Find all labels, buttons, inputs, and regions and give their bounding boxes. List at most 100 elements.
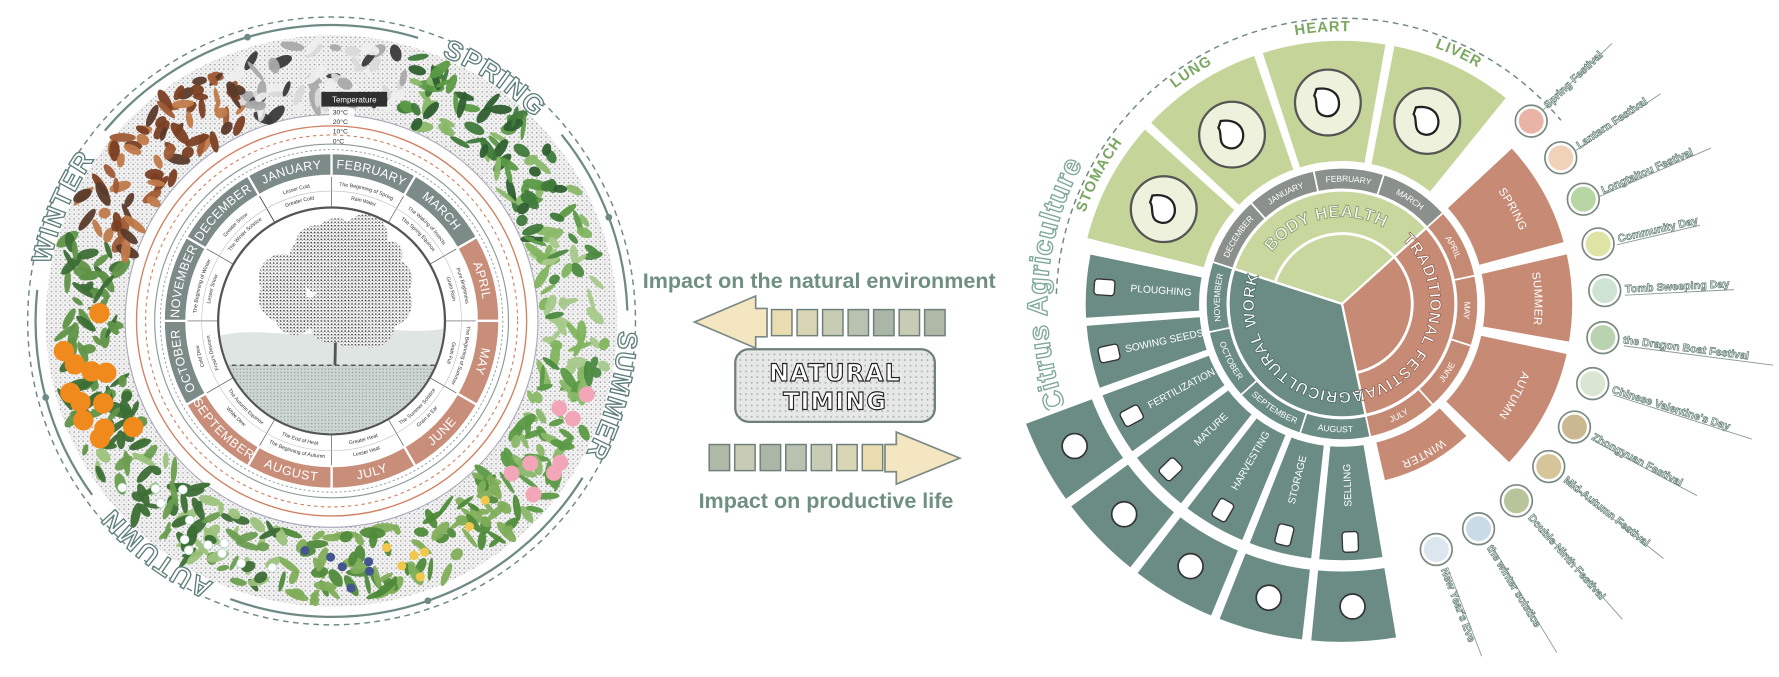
arrow-block — [811, 445, 831, 471]
festival-icon-fill — [1562, 415, 1587, 440]
fruit-flower — [416, 572, 425, 581]
fruit-flower — [526, 487, 542, 503]
season-arrow — [605, 214, 612, 221]
arrow-block — [837, 445, 857, 471]
organ-label-path: HEART — [1293, 19, 1351, 39]
festival-label: Double Ninth Festival — [1525, 512, 1607, 602]
fruit-flower — [94, 419, 114, 439]
work-icon — [1340, 594, 1365, 619]
right-arrow-head — [885, 432, 960, 484]
temperature-title: Temperature — [332, 95, 377, 104]
fruit-flower — [465, 522, 474, 531]
festival-label: Spring Festival — [1542, 49, 1606, 111]
work-icon — [1062, 434, 1087, 459]
fruit-flower — [156, 499, 165, 508]
work-icon — [1178, 554, 1203, 579]
work-icon — [1342, 531, 1359, 552]
festival-icon-fill — [1590, 325, 1615, 350]
canopy — [275, 295, 315, 335]
left-arrow-head — [694, 296, 767, 348]
timing-title: NATURAL — [769, 359, 901, 387]
festival-icon-fill — [1592, 278, 1617, 303]
festival-icon-fill — [1536, 454, 1561, 479]
fruit-flower — [326, 553, 335, 562]
arrow-block — [862, 445, 882, 471]
fruit-flower — [151, 484, 160, 493]
festival-icon-fill — [1424, 537, 1449, 562]
fruit-flower — [504, 466, 520, 482]
fruit-flower — [481, 496, 490, 505]
fruit-flower — [237, 559, 246, 568]
festival-icon-fill — [1548, 145, 1573, 170]
fruit-flower — [338, 562, 347, 571]
arrow-block — [709, 445, 729, 471]
temperature-label: 30°C — [333, 108, 348, 116]
fruit-flower — [89, 303, 109, 323]
fruit-flower — [178, 485, 187, 494]
arrow-block — [823, 310, 843, 336]
work-icon — [1112, 502, 1137, 527]
fruit-flower — [551, 400, 567, 416]
fruit-flower — [96, 362, 116, 382]
arrow-block — [874, 310, 894, 336]
work-icon — [1094, 279, 1115, 296]
fruit-flower — [420, 548, 429, 557]
page: Impact on the natural environment NATURA… — [0, 0, 1779, 677]
festival-label: Zhongyuan Festival — [1590, 431, 1685, 489]
fruit-flower — [579, 387, 595, 403]
organ-glyph — [1314, 89, 1339, 117]
arrow-block — [786, 445, 806, 471]
festival-label: the Dragon Boat Festival — [1622, 334, 1749, 362]
arrow-block — [735, 445, 755, 471]
festival-label: Lantern Festival — [1574, 96, 1649, 152]
fruit-flower — [65, 354, 85, 374]
top-caption: Impact on the natural environment — [643, 269, 996, 293]
arrow-block — [760, 445, 780, 471]
fruit-flower — [184, 546, 193, 555]
fruit-flower — [347, 584, 356, 593]
festival-label: Mid-Autumn Festival — [1561, 474, 1652, 549]
fruit-flower — [220, 539, 229, 548]
fruit-flower — [203, 541, 212, 550]
festival-label: Chinese Valentine's Day — [1610, 384, 1731, 433]
timing-title: TIMING — [783, 387, 887, 415]
fruit-flower — [93, 393, 113, 413]
work-icon — [1097, 344, 1120, 364]
season-arrow — [425, 597, 432, 604]
season-arrow — [244, 34, 251, 41]
fruit-flower — [218, 549, 227, 558]
fruit-flower — [565, 411, 581, 427]
arrow-block — [899, 310, 919, 336]
month-label-path: MAY — [1461, 302, 1472, 320]
work-icon — [1256, 585, 1281, 610]
fruit-flower — [268, 563, 277, 572]
festival-icon-fill — [1580, 371, 1605, 396]
organ-label: HEART — [1293, 19, 1351, 39]
canopy — [346, 299, 395, 348]
season-arrow — [42, 394, 49, 401]
arrow-block — [925, 310, 945, 336]
festival-icon-fill — [1519, 109, 1544, 134]
fruit-flower — [397, 561, 406, 570]
festival-icon-fill — [1586, 231, 1611, 256]
festival-label: Community Day — [1617, 215, 1700, 245]
work-label: SELLING — [1342, 463, 1354, 506]
fruit-flower — [364, 557, 373, 566]
fruit-flower — [365, 567, 374, 576]
organ-glyph — [1150, 195, 1175, 223]
fruit-flower — [73, 410, 93, 430]
temperature-label: 20°C — [333, 118, 348, 126]
canopy — [343, 214, 388, 259]
infographic: Impact on the natural environment NATURA… — [0, 0, 1779, 677]
festival-icon-fill — [1466, 516, 1491, 541]
fruit-flower — [123, 417, 143, 437]
fruit-flower — [382, 543, 391, 552]
organ-glyph — [1218, 121, 1243, 149]
arrow-block — [797, 310, 817, 336]
month-label: MAY — [1461, 302, 1472, 320]
fruit-flower — [552, 455, 568, 471]
organ-glyph — [1414, 107, 1439, 135]
fruit-flower — [522, 455, 538, 471]
festival-icon-fill — [1571, 187, 1596, 212]
festival-label: Longtaitou Festival — [1600, 146, 1695, 196]
